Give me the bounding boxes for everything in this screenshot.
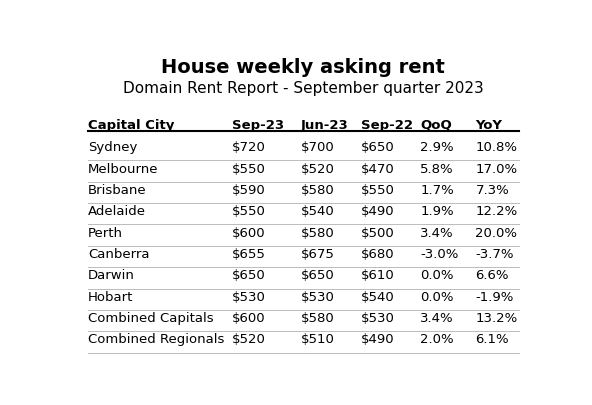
Text: 17.0%: 17.0% (475, 162, 517, 175)
Text: $550: $550 (361, 184, 395, 197)
Text: 20.0%: 20.0% (475, 227, 517, 240)
Text: YoY: YoY (475, 119, 503, 132)
Text: 13.2%: 13.2% (475, 312, 517, 325)
Text: 7.3%: 7.3% (475, 184, 509, 197)
Text: $720: $720 (232, 141, 266, 154)
Text: House weekly asking rent: House weekly asking rent (162, 58, 445, 77)
Text: $530: $530 (232, 291, 266, 304)
Text: $600: $600 (232, 312, 266, 325)
Text: $540: $540 (361, 291, 394, 304)
Text: $650: $650 (361, 141, 394, 154)
Text: $600: $600 (232, 227, 266, 240)
Text: Jun-23: Jun-23 (301, 119, 349, 132)
Text: -1.9%: -1.9% (475, 291, 514, 304)
Text: $510: $510 (301, 333, 335, 346)
Text: Combined Capitals: Combined Capitals (88, 312, 213, 325)
Text: -3.7%: -3.7% (475, 248, 514, 261)
Text: $680: $680 (361, 248, 394, 261)
Text: $550: $550 (232, 205, 266, 218)
Text: $490: $490 (361, 205, 394, 218)
Text: 12.2%: 12.2% (475, 205, 517, 218)
Text: $650: $650 (301, 269, 335, 282)
Text: 1.7%: 1.7% (420, 184, 454, 197)
Text: Hobart: Hobart (88, 291, 133, 304)
Text: Capital City: Capital City (88, 119, 174, 132)
Text: Domain Rent Report - September quarter 2023: Domain Rent Report - September quarter 2… (123, 81, 484, 96)
Text: Melbourne: Melbourne (88, 162, 158, 175)
Text: $610: $610 (361, 269, 394, 282)
Text: Darwin: Darwin (88, 269, 134, 282)
Text: Sep-23: Sep-23 (232, 119, 284, 132)
Text: Combined Regionals: Combined Regionals (88, 333, 224, 346)
Text: $530: $530 (301, 291, 335, 304)
Text: $590: $590 (232, 184, 266, 197)
Text: QoQ: QoQ (420, 119, 452, 132)
Text: 0.0%: 0.0% (420, 291, 454, 304)
Text: Adelaide: Adelaide (88, 205, 146, 218)
Text: 1.9%: 1.9% (420, 205, 454, 218)
Text: $655: $655 (232, 248, 266, 261)
Text: $500: $500 (361, 227, 394, 240)
Text: Canberra: Canberra (88, 248, 149, 261)
Text: $580: $580 (301, 312, 335, 325)
Text: $580: $580 (301, 227, 335, 240)
Text: 0.0%: 0.0% (420, 269, 454, 282)
Text: $520: $520 (301, 162, 335, 175)
Text: Sydney: Sydney (88, 141, 137, 154)
Text: 10.8%: 10.8% (475, 141, 517, 154)
Text: $650: $650 (232, 269, 266, 282)
Text: Sep-22: Sep-22 (361, 119, 413, 132)
Text: Brisbane: Brisbane (88, 184, 146, 197)
Text: $700: $700 (301, 141, 335, 154)
Text: $520: $520 (232, 333, 266, 346)
Text: 3.4%: 3.4% (420, 312, 454, 325)
Text: $470: $470 (361, 162, 394, 175)
Text: $675: $675 (301, 248, 335, 261)
Text: 6.1%: 6.1% (475, 333, 509, 346)
Text: $550: $550 (232, 162, 266, 175)
Text: 3.4%: 3.4% (420, 227, 454, 240)
Text: 6.6%: 6.6% (475, 269, 509, 282)
Text: $530: $530 (361, 312, 395, 325)
Text: Perth: Perth (88, 227, 123, 240)
Text: $540: $540 (301, 205, 335, 218)
Text: 5.8%: 5.8% (420, 162, 454, 175)
Text: 2.0%: 2.0% (420, 333, 454, 346)
Text: $580: $580 (301, 184, 335, 197)
Text: 2.9%: 2.9% (420, 141, 454, 154)
Text: $490: $490 (361, 333, 394, 346)
Text: -3.0%: -3.0% (420, 248, 459, 261)
